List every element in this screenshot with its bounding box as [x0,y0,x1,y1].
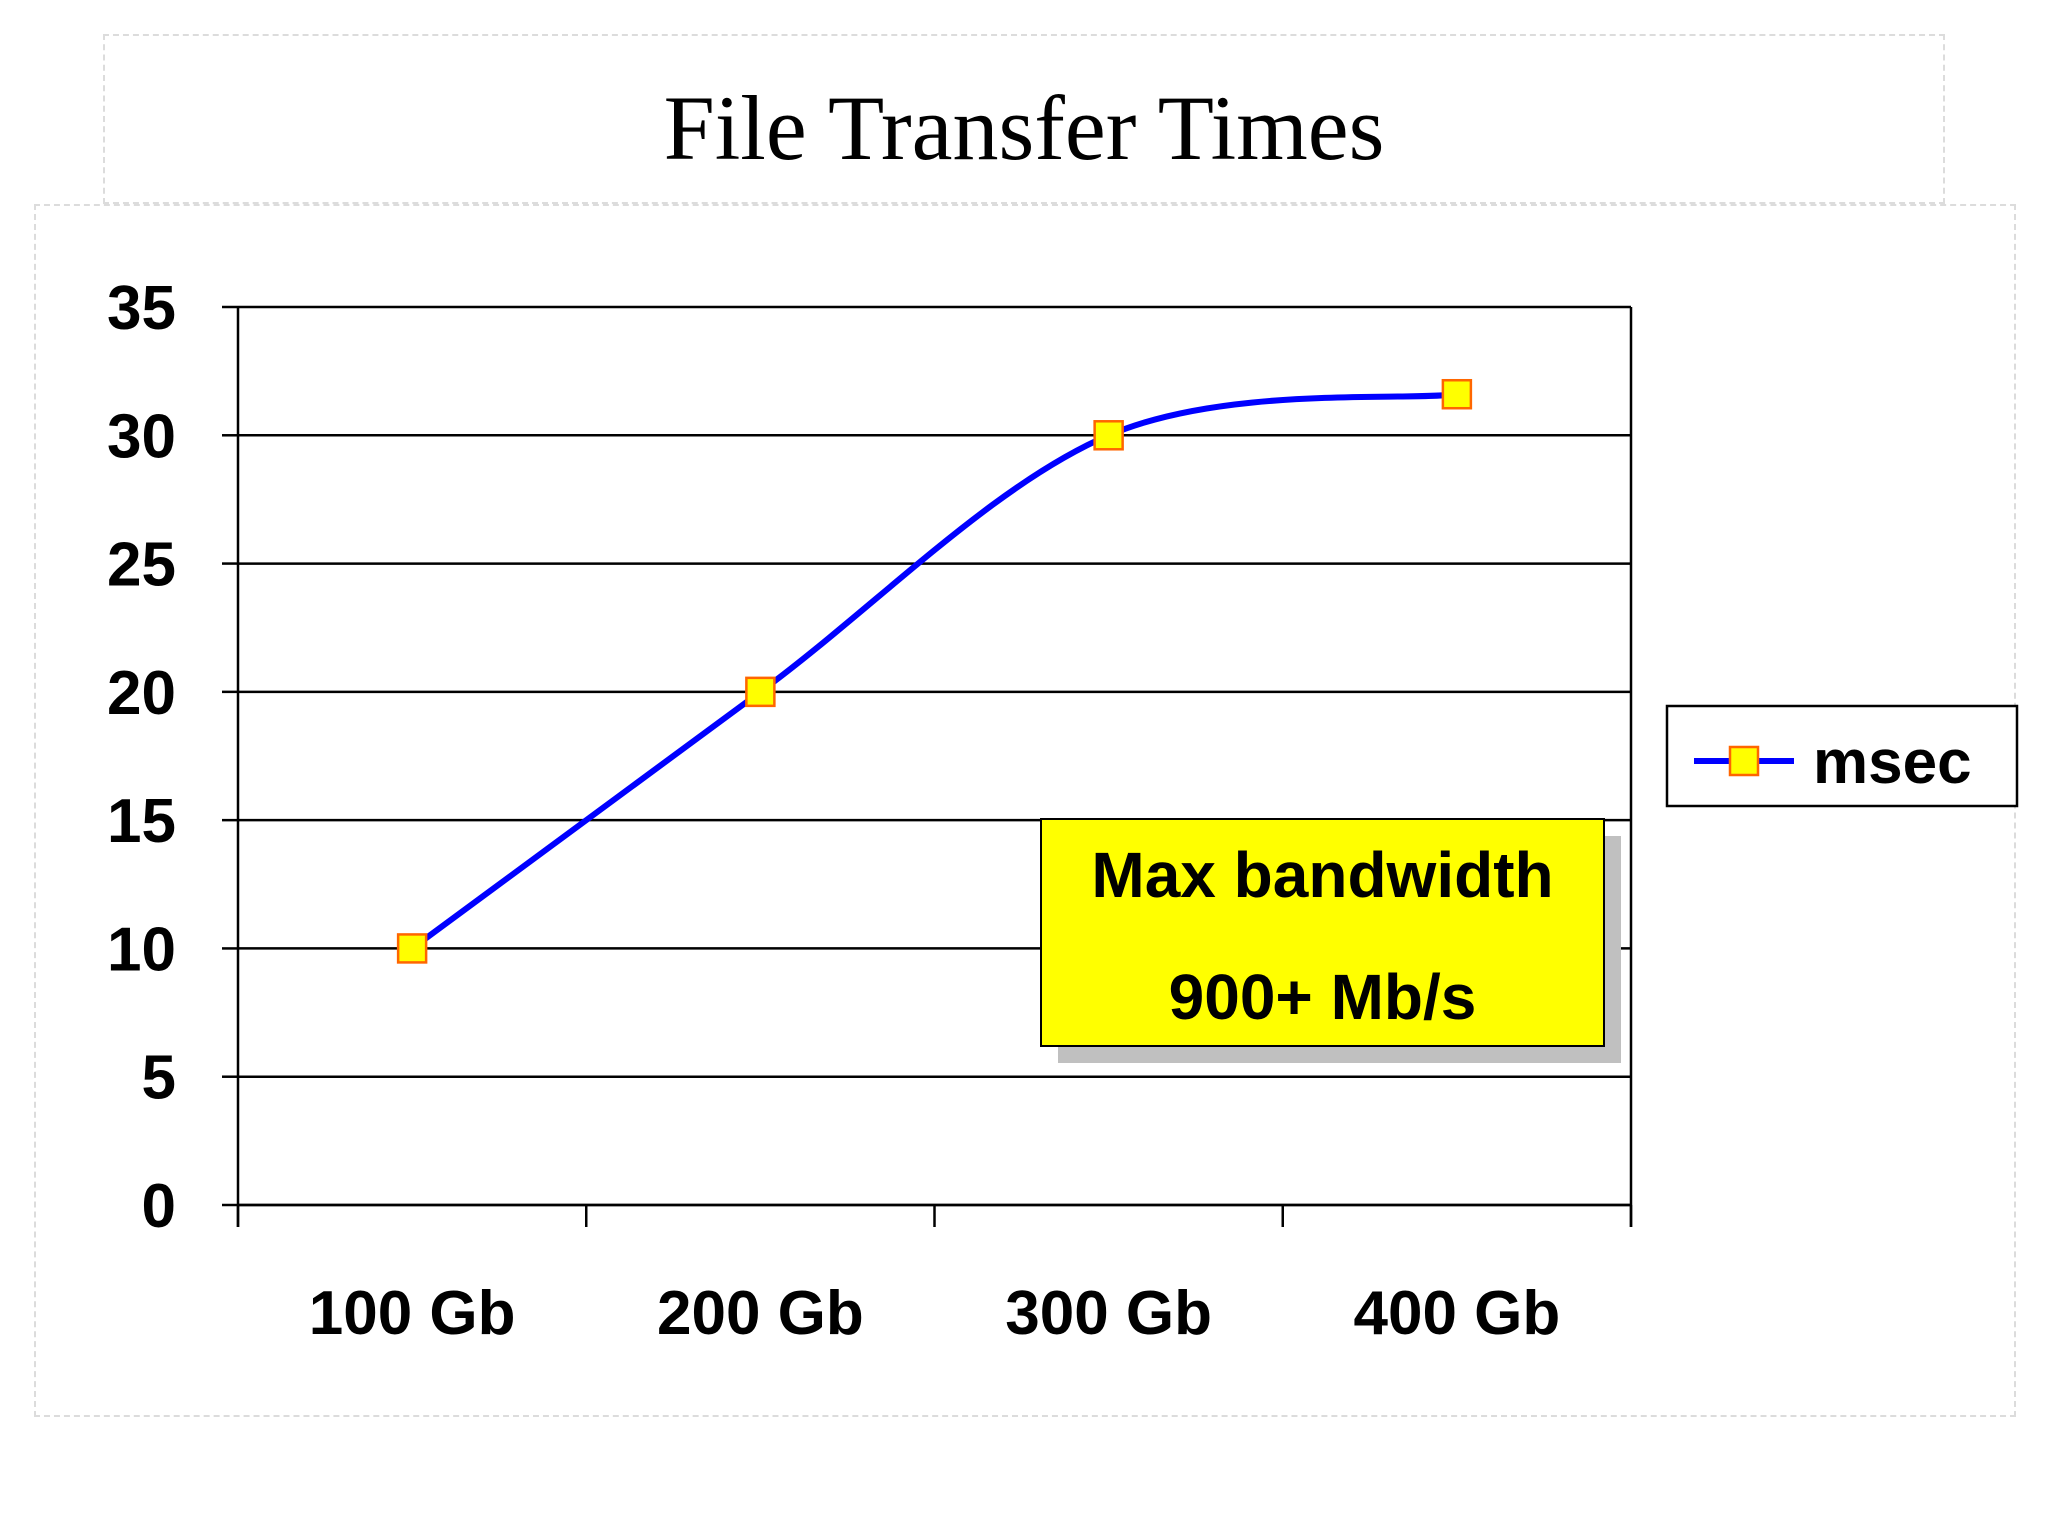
data-point-marker [1093,420,1124,451]
callout-line-2: 900+ Mb/s [1169,961,1477,1033]
callout-box [1040,818,1605,1047]
y-tick-label: 15 [107,787,176,856]
chart-frame [34,204,2016,1417]
y-tick-label: 20 [107,659,176,728]
legend-marker-swatch [1728,745,1760,777]
data-point-marker [745,676,776,708]
series-layer [396,378,1473,964]
legend-box [1665,704,2019,808]
title-frame [103,34,1945,204]
data-point-marker [396,933,428,964]
x-tick-label: 100 Gb [309,1279,516,1348]
legend: msec [1665,704,2019,808]
x-tick-labels: 100 Gb 200 Gb 300 Gb 400 Gb [309,1279,1561,1348]
series-line-msec [410,391,1458,951]
callout-line-1: Max bandwidth [1091,839,1553,911]
y-tick-label: 5 [142,1044,176,1113]
y-tick-label: 10 [107,915,176,984]
legend-label: msec [1813,728,1972,797]
x-tick-label: 300 Gb [1005,1279,1212,1348]
y-tick-label: 25 [107,531,176,600]
y-tick-label: 35 [107,274,176,343]
x-tick-label: 200 Gb [657,1279,864,1348]
data-point-marker [1441,378,1473,410]
y-tick-label: 0 [142,1172,176,1241]
y-tick-labels: 0 5 10 15 20 25 30 35 [107,274,176,1241]
axes [222,305,1633,1227]
chart-title: File Transfer Times [663,77,1385,179]
gridlines [238,305,1631,1207]
y-tick-label: 30 [107,402,176,471]
annotation-callout: Max bandwidth 900+ Mb/s [1040,818,1621,1063]
x-tick-label: 400 Gb [1353,1279,1560,1348]
